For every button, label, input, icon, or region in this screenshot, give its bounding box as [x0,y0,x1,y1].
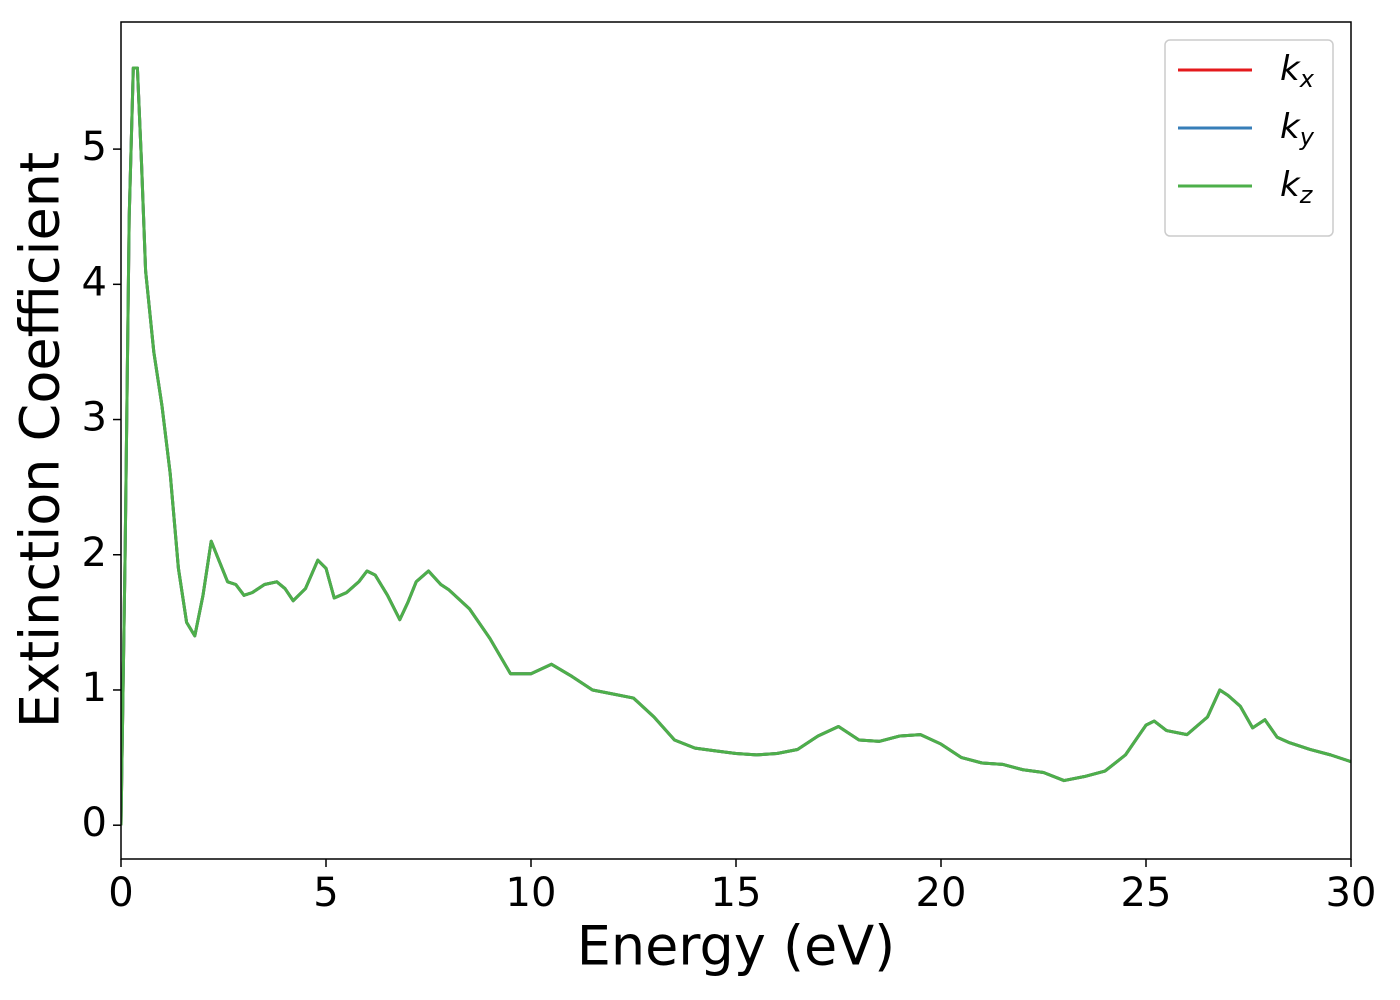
y-tick-label: 4 [82,259,107,305]
y-tick-label: 2 [82,530,107,576]
x-tick-label: 20 [916,870,967,916]
x-tick-label: 15 [711,870,762,916]
series-line [121,66,1351,826]
legend-label: ky [1280,107,1315,152]
y-tick-label: 5 [82,124,107,170]
y-tick-label: 3 [82,395,107,441]
y-tick-label: 0 [82,800,107,846]
legend-label: kx [1280,49,1315,94]
x-tick-label: 25 [1121,870,1172,916]
x-tick-label: 30 [1326,870,1377,916]
y-axis-label: Extinction Coefficient [9,152,72,728]
y-tick-label: 1 [82,665,107,711]
x-axis-label: Energy (eV) [577,915,896,978]
x-tick-label: 0 [108,870,133,916]
legend-label: kz [1280,165,1314,210]
plot-frame [120,21,1352,860]
x-tick-label: 10 [506,870,557,916]
x-tick-label: 5 [313,870,338,916]
